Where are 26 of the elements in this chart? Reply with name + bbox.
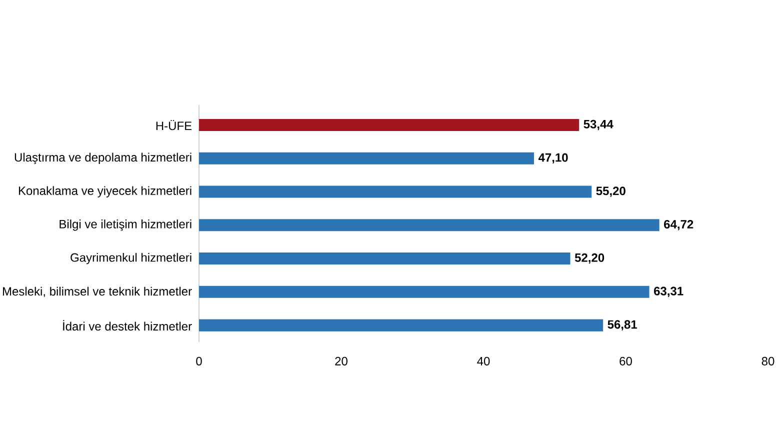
bar bbox=[199, 152, 534, 164]
bar bbox=[199, 252, 570, 265]
x-tick-label: 60 bbox=[620, 356, 632, 366]
y-tick-label: H-ÜFE bbox=[156, 120, 192, 130]
x-tick-label: 20 bbox=[335, 356, 348, 366]
y-tick-label: Mesleki, bilimsel ve teknik hizmetler bbox=[3, 286, 192, 298]
y-tick-label: Gayrimenkul hizmetleri bbox=[70, 252, 192, 264]
y-tick-label: Konaklama ve yiyecek hizmetleri bbox=[18, 186, 192, 198]
x-tick-label: 40 bbox=[477, 356, 490, 366]
bar bbox=[199, 286, 650, 298]
data-label: 47,10 bbox=[538, 153, 568, 164]
x-tick-label: 80 bbox=[762, 356, 774, 366]
bar bbox=[199, 319, 604, 332]
data-label: 64,72 bbox=[664, 220, 694, 230]
data-label: 53,44 bbox=[584, 120, 614, 130]
data-label: 55,20 bbox=[596, 186, 626, 197]
x-tick-label: 0 bbox=[196, 356, 202, 366]
y-tick-label: İdari ve destek hizmetler bbox=[63, 320, 192, 331]
y-tick-label: Ulaştırma ve depolama hizmetleri bbox=[14, 152, 192, 164]
data-label: 56,81 bbox=[608, 320, 638, 330]
bar bbox=[199, 119, 580, 132]
bar bbox=[199, 186, 592, 198]
data-label: 52,20 bbox=[574, 253, 604, 264]
data-label: 63,31 bbox=[654, 286, 684, 298]
bar bbox=[199, 219, 660, 232]
y-tick-label: Bilgi ve iletişim hizmetleri bbox=[60, 220, 192, 231]
